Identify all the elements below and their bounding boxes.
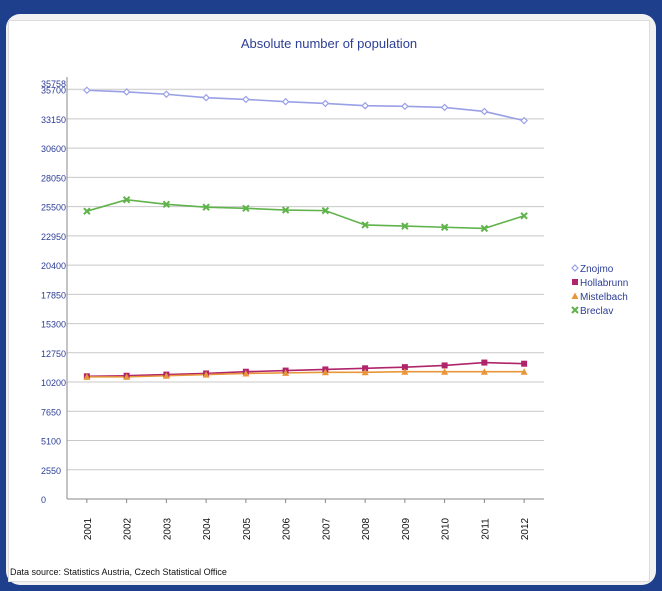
data-point-znojmo xyxy=(162,90,171,99)
data-point-mistelbach xyxy=(202,371,210,378)
data-point-znojmo xyxy=(520,116,528,125)
y-tick-label: 25500 xyxy=(41,203,66,213)
data-point-mistelbach xyxy=(480,368,488,375)
y-tick-label: 0 xyxy=(41,495,46,505)
data-point-breclav xyxy=(520,212,528,220)
data-point-hollabrunn xyxy=(441,362,448,369)
data-source-note: Data source: Statistics Austria, Czech S… xyxy=(10,567,227,577)
data-point-mistelbach xyxy=(321,368,329,376)
legend: Znojmo Hollabrunn Mistelbach Breclav xyxy=(571,264,628,317)
y-tick-label: 20400 xyxy=(41,261,66,271)
x-tick-label: 2002 xyxy=(123,517,134,540)
series-line-znojmo xyxy=(86,89,525,122)
data-point-hollabrunn xyxy=(401,364,408,371)
x-tick-label: 2003 xyxy=(162,517,173,540)
data-point-breclav xyxy=(281,206,290,214)
x-tick-label: 2004 xyxy=(202,517,213,540)
grid-lines xyxy=(67,88,544,500)
x-tick-label: 2012 xyxy=(520,517,531,540)
data-point-znojmo xyxy=(281,97,290,106)
data-point-breclav xyxy=(440,223,449,231)
y-tick-label: 28050 xyxy=(41,173,66,183)
legend-marker-hollabrunn xyxy=(572,279,578,285)
data-point-znojmo xyxy=(361,101,369,110)
data-point-mistelbach xyxy=(123,373,131,380)
data-point-znojmo xyxy=(202,93,210,102)
data-point-mistelbach xyxy=(441,368,449,375)
y-tick-label: 22950 xyxy=(41,232,66,242)
data-point-hollabrunn xyxy=(521,360,528,367)
data-point-znojmo xyxy=(321,99,330,108)
chart-container: Absolute number of population 0 2550 5100 7… xyxy=(8,20,650,582)
series-line-breclav xyxy=(86,198,525,230)
legend-label-mistelbach: Mistelbach xyxy=(580,292,628,303)
chart-title: Absolute number of population xyxy=(241,36,417,51)
y-tick-label: 17850 xyxy=(41,290,66,300)
data-point-znojmo xyxy=(122,88,131,96)
data-point-breclav xyxy=(122,196,131,204)
x-tick-label: 2001 xyxy=(83,517,94,540)
x-axis: 2001 2002 2003 2004 2005 2006 2007 2008 2009 2010… xyxy=(67,498,544,540)
data-point-mistelbach xyxy=(401,368,409,375)
data-point-hollabrunn xyxy=(481,359,488,366)
data-point-znojmo xyxy=(401,102,409,111)
legend-marker-mistelbach xyxy=(571,292,579,299)
series-points xyxy=(83,86,528,380)
data-point-breclav xyxy=(83,207,91,215)
data-point-znojmo xyxy=(480,107,489,116)
y-tick-label: 12750 xyxy=(41,349,66,359)
y-tick-label: 2550 xyxy=(41,466,61,476)
y-tick-label: 15300 xyxy=(41,320,66,330)
x-tick-label: 2006 xyxy=(282,517,293,540)
data-point-breclav xyxy=(480,224,489,233)
legend-label-hollabrunn: Hollabrunn xyxy=(580,278,628,289)
series-line-mistelbach xyxy=(86,370,525,378)
data-point-mistelbach xyxy=(282,369,290,376)
y-axis: 0 2550 5100 7650 10200 12750 15300 17850 20400 22… xyxy=(41,77,68,505)
y-tick-label: 10200 xyxy=(41,378,66,388)
data-point-znojmo xyxy=(83,86,91,95)
x-tick-label: 2005 xyxy=(242,517,253,540)
data-point-mistelbach xyxy=(83,373,91,380)
data-point-breclav xyxy=(401,222,409,230)
x-tick-label: 2009 xyxy=(401,517,412,540)
data-point-mistelbach xyxy=(361,368,369,376)
y-tick-label: 33150 xyxy=(41,115,66,125)
data-point-hollabrunn xyxy=(362,365,369,372)
series-line-hollabrunn xyxy=(86,361,525,378)
legend-label-znojmo: Znojmo xyxy=(580,264,614,275)
y-tick-label: 35700 xyxy=(41,86,66,96)
x-tick-label: 2008 xyxy=(361,517,372,540)
legend-label-breclav: Breclav xyxy=(580,306,613,317)
data-point-breclav xyxy=(242,204,250,213)
x-tick-label: 2011 xyxy=(480,518,491,540)
y-tick-label: 30600 xyxy=(41,144,66,154)
series-lines xyxy=(86,89,525,378)
data-point-breclav xyxy=(361,221,369,229)
data-point-breclav xyxy=(162,200,171,209)
data-point-breclav xyxy=(321,206,330,215)
x-tick-label: 2007 xyxy=(321,517,332,540)
data-point-znojmo xyxy=(242,95,250,104)
line-chart: Absolute number of population 0 2550 5100 7… xyxy=(41,36,628,540)
legend-marker-znojmo xyxy=(571,264,579,272)
data-point-znojmo xyxy=(440,103,449,112)
x-tick-label: 2010 xyxy=(441,517,452,540)
legend-marker-breclav xyxy=(571,306,579,314)
data-point-mistelbach xyxy=(162,372,170,379)
y-tick-label: 7650 xyxy=(41,407,61,417)
y-tick-label: 35758 xyxy=(41,79,66,89)
data-point-mistelbach xyxy=(520,368,528,375)
data-point-breclav xyxy=(202,203,210,211)
y-tick-label: 5100 xyxy=(41,437,61,447)
data-point-mistelbach xyxy=(242,369,250,377)
